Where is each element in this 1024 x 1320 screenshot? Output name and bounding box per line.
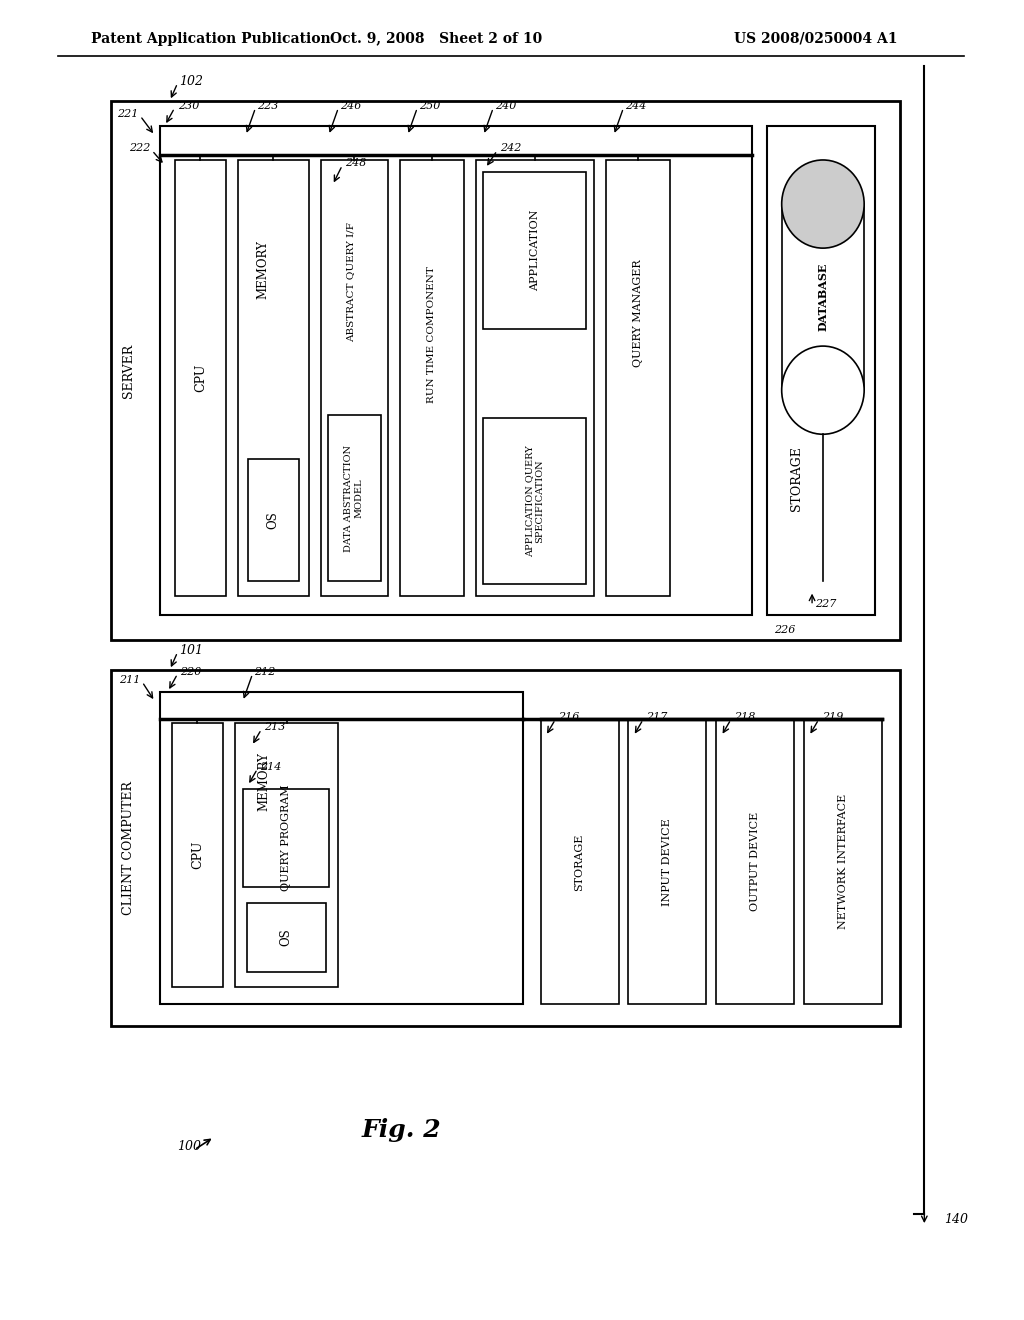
Bar [172, 723, 223, 986]
Text: MEMORY: MEMORY [257, 752, 270, 810]
Text: SERVER: SERVER [122, 343, 135, 397]
Text: ABSTRACT QUERY I/F: ABSTRACT QUERY I/F [346, 222, 355, 342]
Bar [238, 160, 309, 595]
Text: 140: 140 [944, 1213, 968, 1225]
Text: CLIENT COMPUTER: CLIENT COMPUTER [122, 781, 135, 915]
Bar [234, 723, 338, 986]
Text: 221: 221 [117, 108, 138, 119]
Bar [247, 903, 326, 972]
Text: DATA ABSTRACTION
MODEL: DATA ABSTRACTION MODEL [344, 445, 364, 552]
Text: 248: 248 [345, 158, 367, 168]
Bar [475, 160, 594, 595]
Bar [160, 125, 752, 615]
Text: 226: 226 [774, 626, 796, 635]
Text: STORAGE: STORAGE [574, 833, 585, 891]
Text: 220: 220 [179, 667, 201, 677]
Bar [767, 125, 876, 615]
Bar [160, 692, 523, 1005]
Text: 212: 212 [255, 667, 275, 677]
Text: 250: 250 [419, 100, 440, 111]
Text: RUN TIME COMPONENT: RUN TIME COMPONENT [427, 267, 436, 403]
Bar [321, 160, 388, 595]
Text: Oct. 9, 2008   Sheet 2 of 10: Oct. 9, 2008 Sheet 2 of 10 [330, 32, 542, 46]
Text: NETWORK INTERFACE: NETWORK INTERFACE [838, 795, 848, 929]
Text: OS: OS [267, 511, 280, 529]
Text: 246: 246 [340, 100, 361, 111]
Text: 216: 216 [558, 713, 580, 722]
Text: 211: 211 [119, 675, 140, 685]
Text: Patent Application Publication: Patent Application Publication [91, 32, 331, 46]
Text: CPU: CPU [190, 841, 204, 869]
Text: APPLICATION QUERY
SPECIFICATION: APPLICATION QUERY SPECIFICATION [525, 445, 545, 557]
Bar [243, 789, 329, 887]
Bar [483, 172, 586, 329]
Bar [248, 459, 299, 581]
Bar [111, 100, 900, 640]
Bar [483, 418, 586, 583]
Bar [804, 719, 882, 1005]
Text: 100: 100 [177, 1140, 202, 1154]
Text: QUERY PROGRAM: QUERY PROGRAM [281, 784, 291, 891]
Bar [328, 416, 381, 581]
Text: CPU: CPU [194, 364, 207, 392]
Bar [541, 719, 618, 1005]
Bar [175, 160, 226, 595]
Text: QUERY MANAGER: QUERY MANAGER [633, 259, 643, 367]
Text: 217: 217 [646, 713, 668, 722]
Text: APPLICATION: APPLICATION [529, 210, 540, 292]
Text: 218: 218 [734, 713, 756, 722]
Text: 240: 240 [496, 100, 516, 111]
Text: 230: 230 [177, 100, 199, 111]
Text: STORAGE: STORAGE [791, 446, 804, 511]
Text: US 2008/0250004 A1: US 2008/0250004 A1 [734, 32, 898, 46]
Text: 223: 223 [257, 100, 279, 111]
Bar [781, 205, 864, 391]
Text: 102: 102 [179, 75, 204, 87]
Text: 213: 213 [264, 722, 286, 733]
Ellipse shape [781, 346, 864, 434]
Text: 242: 242 [500, 144, 521, 153]
Ellipse shape [781, 160, 864, 248]
Bar [716, 719, 795, 1005]
Text: Fig. 2: Fig. 2 [361, 1118, 441, 1142]
Text: 219: 219 [821, 713, 843, 722]
Bar [111, 669, 900, 1026]
Text: 227: 227 [815, 598, 837, 609]
Text: DATABASE: DATABASE [817, 263, 828, 331]
Text: MEMORY: MEMORY [256, 240, 269, 298]
Text: OS: OS [280, 928, 293, 946]
Text: 101: 101 [179, 644, 204, 656]
Text: 244: 244 [626, 100, 647, 111]
Text: OUTPUT DEVICE: OUTPUT DEVICE [751, 812, 760, 912]
Text: 214: 214 [260, 762, 282, 772]
Bar [399, 160, 464, 595]
Text: INPUT DEVICE: INPUT DEVICE [663, 818, 673, 906]
Text: 222: 222 [129, 144, 150, 153]
Bar [629, 719, 707, 1005]
Bar [606, 160, 670, 595]
